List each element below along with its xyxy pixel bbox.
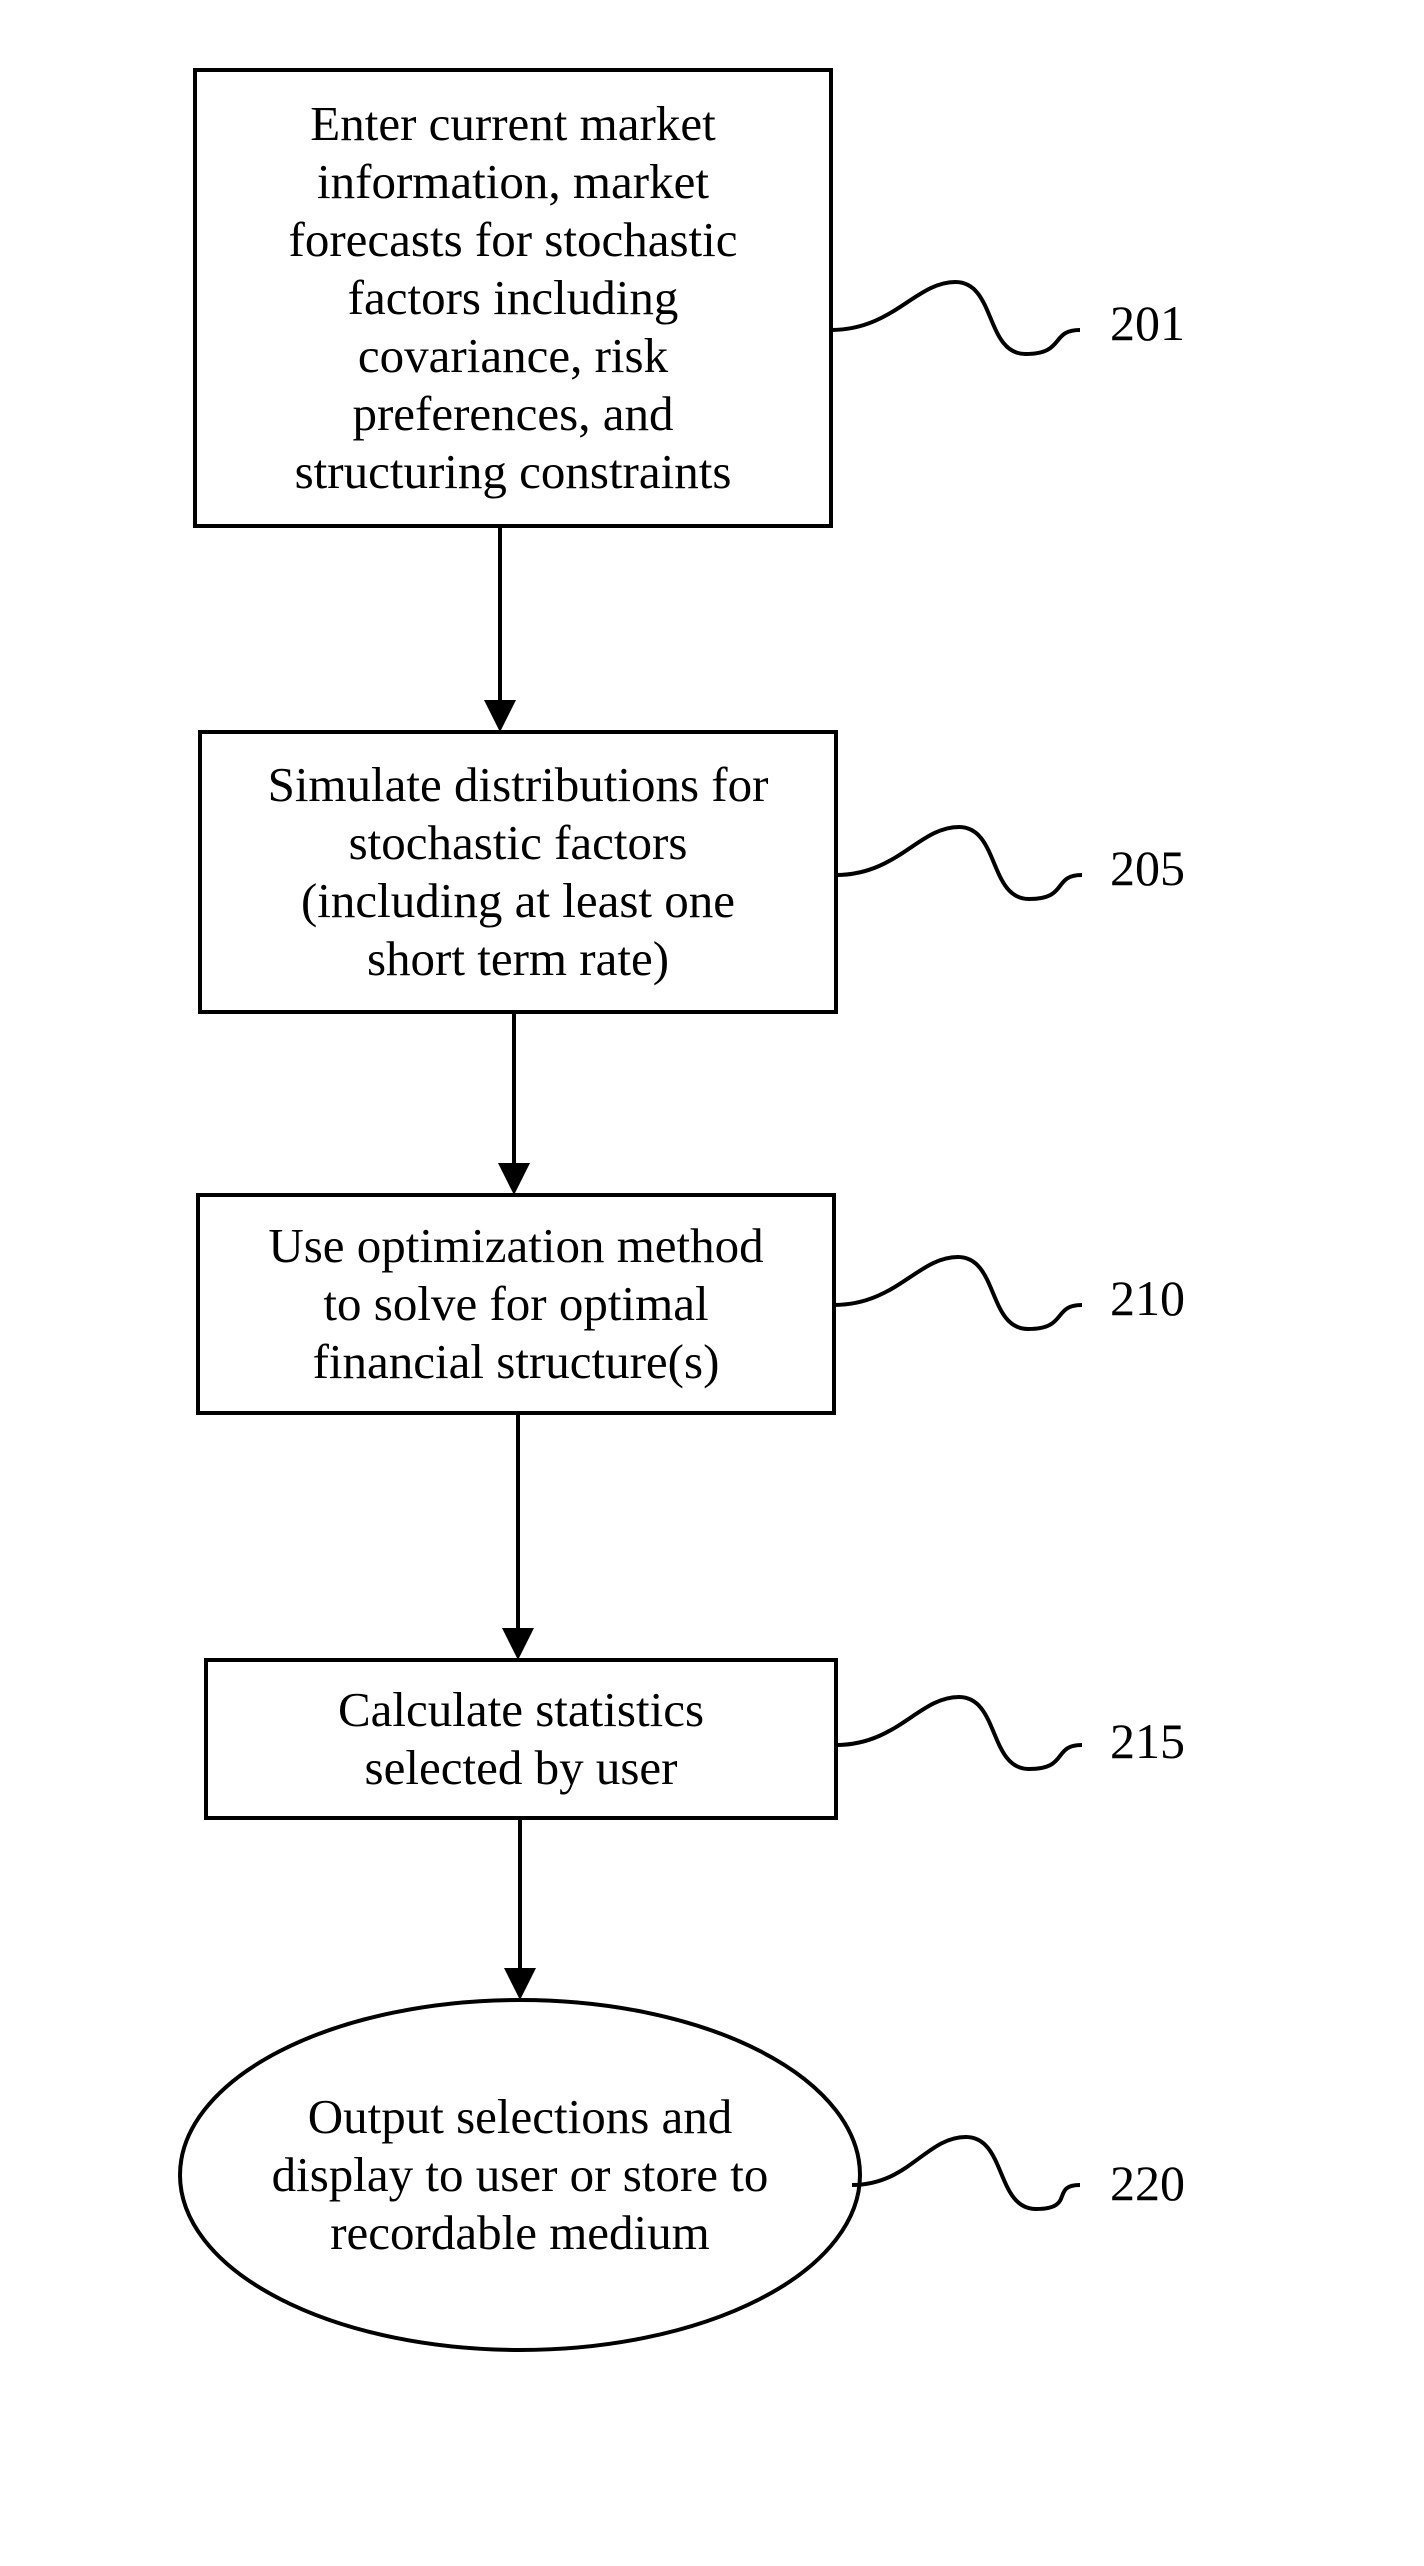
callout-line [836, 1697, 1082, 1769]
node-text-line: Use optimization method [268, 1218, 763, 1273]
node-text-line: preferences, and [352, 386, 673, 441]
node-text-line: information, market [317, 154, 709, 209]
node-text-line: Calculate statistics [338, 1682, 704, 1737]
node-text-line: forecasts for stochastic [289, 212, 738, 267]
node-ref-label: 201 [1110, 295, 1185, 351]
node-text-line: recordable medium [330, 2205, 710, 2260]
flowchart-canvas: Enter current marketinformation, marketf… [0, 0, 1424, 2566]
flow-node-n210: Use optimization methodto solve for opti… [198, 1195, 1185, 1413]
node-ref-label: 215 [1110, 1713, 1185, 1769]
flow-node-n215: Calculate statisticsselected by user 215 [206, 1660, 1185, 1818]
callout-line [834, 1257, 1082, 1329]
node-text-line: Simulate distributions for [268, 757, 769, 812]
node-text-line: short term rate) [367, 931, 669, 986]
node-ref-label: 220 [1110, 2155, 1185, 2211]
node-ref-label: 210 [1110, 1270, 1185, 1326]
node-text-line: to solve for optimal [323, 1276, 708, 1331]
callout-line [836, 827, 1082, 899]
node-text-line: selected by user [365, 1740, 678, 1795]
node-text-line: display to user or store to [272, 2147, 769, 2202]
flow-node-n220: Output selections anddisplay to user or … [180, 2000, 1185, 2350]
callout-line [852, 2137, 1080, 2209]
node-text-line: covariance, risk [358, 328, 669, 383]
node-text-line: Enter current market [310, 96, 716, 151]
node-ref-label: 205 [1110, 840, 1185, 896]
node-text-line: stochastic factors [349, 815, 688, 870]
node-text-line: financial structure(s) [313, 1334, 720, 1389]
node-text-line: structuring constraints [295, 444, 732, 499]
node-text-line: (including at least one [301, 873, 735, 928]
node-text-line: factors including [348, 270, 679, 325]
flow-node-n205: Simulate distributions forstochastic fac… [200, 732, 1185, 1012]
node-text-line: Output selections and [308, 2089, 733, 2144]
flow-node-n201: Enter current marketinformation, marketf… [195, 70, 1185, 526]
callout-line [831, 282, 1080, 354]
